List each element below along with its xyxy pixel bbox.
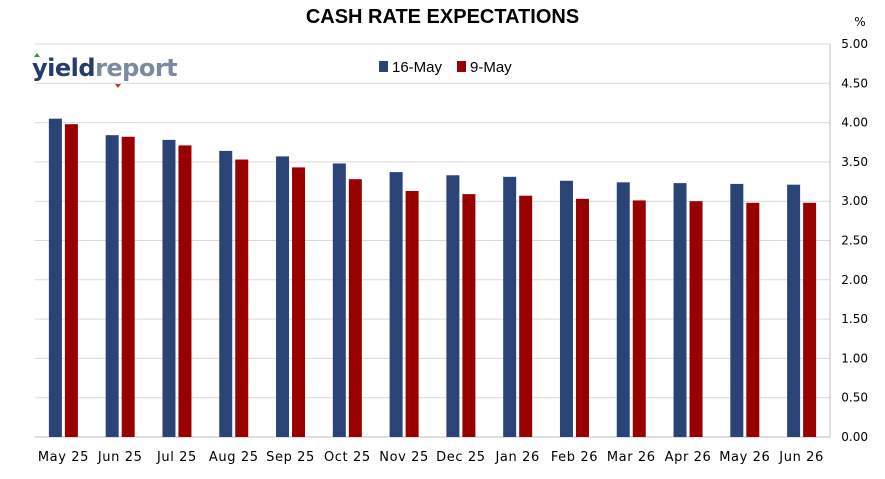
bar-16-may	[559, 180, 573, 437]
yieldreport-logo: yieldreport	[32, 54, 178, 82]
x-tick-label: Jul 25	[156, 450, 197, 465]
bar-9-may	[632, 200, 646, 437]
x-tick-label: Nov 25	[379, 450, 429, 465]
x-tick-label: Oct 25	[324, 450, 371, 465]
y-tick-label: 5.00	[841, 37, 868, 51]
y-tick-label: 1.00	[841, 351, 868, 365]
bar-9-may	[746, 202, 760, 437]
legend-label: 9-May	[470, 59, 512, 76]
bar-9-may	[348, 179, 362, 437]
bar-9-may	[121, 136, 135, 438]
y-tick-label: 0.00	[841, 430, 868, 444]
bar-9-may	[64, 124, 78, 437]
x-tick-label: Feb 26	[551, 450, 598, 465]
bar-16-may	[219, 150, 233, 437]
bar-16-may	[162, 139, 176, 437]
bar-16-may	[616, 182, 630, 437]
logo-up-arrow-icon	[34, 53, 40, 57]
y-tick-label: 1.50	[841, 312, 868, 326]
y-tick-label: 2.50	[841, 234, 868, 248]
bar-16-may	[503, 176, 517, 438]
logo-text-yield: yield	[32, 54, 96, 82]
legend-swatch	[457, 61, 466, 72]
bar-16-may	[673, 183, 687, 437]
y-tick-label: 3.00	[841, 194, 868, 208]
bar-16-may	[446, 175, 460, 437]
bar-9-may	[803, 202, 817, 437]
bar-9-may	[235, 159, 249, 438]
bar-16-may	[389, 172, 403, 438]
x-tick-label: Aug 25	[209, 450, 259, 465]
y-tick-label: 3.50	[841, 155, 868, 169]
bar-16-may	[276, 156, 290, 437]
x-tick-label: May 25	[38, 450, 89, 465]
legend-label: 16-May	[392, 59, 443, 76]
y-tick-label: 4.00	[841, 116, 868, 130]
y-tick-label: 4.50	[841, 76, 868, 90]
y-tick-label: 0.50	[841, 391, 868, 405]
bar-9-may	[178, 145, 192, 438]
x-tick-label: Sep 25	[266, 450, 315, 465]
bar-16-may	[730, 183, 744, 437]
bar-16-may	[48, 118, 62, 438]
chart-title: CASH RATE EXPECTATIONS	[305, 6, 580, 28]
bar-9-may	[689, 201, 703, 437]
legend-swatch	[379, 61, 388, 72]
bar-9-may	[462, 194, 476, 437]
bar-9-may	[519, 195, 533, 437]
bar-9-may	[575, 198, 589, 437]
x-tick-label: May 26	[719, 450, 770, 465]
bar-9-may	[292, 167, 306, 438]
x-tick-label: Jun 26	[778, 450, 824, 465]
bar-16-may	[105, 135, 119, 437]
x-tick-label: Apr 26	[665, 450, 712, 465]
y-axis-unit-label: %	[854, 15, 865, 29]
x-tick-label: Dec 25	[436, 450, 485, 465]
x-tick-label: Jan 26	[495, 450, 540, 465]
x-tick-label: Mar 26	[607, 450, 656, 465]
y-tick-label: 2.00	[841, 273, 868, 287]
logo-text-report: report	[95, 54, 178, 82]
logo-down-arrow-icon	[115, 84, 121, 88]
x-tick-label: Jun 25	[97, 450, 143, 465]
bar-9-may	[405, 190, 419, 437]
bar-16-may	[787, 184, 801, 437]
bar-16-may	[332, 163, 346, 438]
